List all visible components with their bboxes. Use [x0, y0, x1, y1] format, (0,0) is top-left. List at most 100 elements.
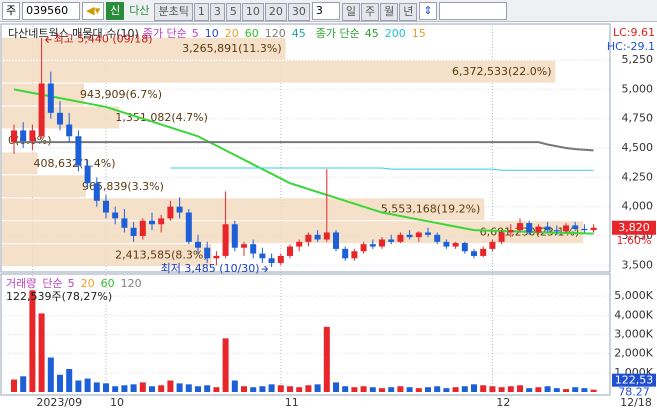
market[interactable]: 주	[2, 1, 21, 20]
candle-body	[241, 244, 247, 248]
legend-item: 120	[121, 277, 142, 290]
volume-bar	[268, 384, 275, 392]
volume-bar	[553, 388, 560, 392]
volume-bar	[498, 387, 505, 392]
x-tick-label: 11	[285, 396, 299, 409]
tab[interactable]: 10	[241, 2, 264, 21]
volume-bar	[342, 386, 349, 392]
profile-bar	[2, 60, 556, 83]
volume-bar	[379, 388, 385, 392]
tab[interactable]: 분초틱	[154, 2, 193, 21]
candle-body	[489, 241, 496, 249]
candle-body	[38, 83, 45, 137]
volume-bar	[305, 385, 312, 392]
candle-body	[314, 234, 321, 240]
candle-body	[167, 206, 174, 219]
period[interactable]: 주	[360, 2, 380, 21]
candle-body	[333, 232, 339, 249]
legend-item: 120	[265, 27, 286, 40]
candle-body	[351, 251, 358, 259]
x-tick-label: 12/18	[620, 396, 652, 409]
candle-body	[11, 130, 17, 143]
candle-body	[287, 246, 293, 256]
candle-body	[231, 224, 238, 248]
legend-label: 종가 단순	[316, 27, 360, 40]
volume-bar	[434, 386, 441, 392]
legend-item: 5	[192, 27, 199, 40]
candle-body	[29, 130, 36, 141]
high-arrow	[45, 36, 52, 44]
x-tick-label: 2023/09	[36, 396, 82, 409]
volume-bar	[29, 290, 36, 392]
candle-body	[222, 224, 229, 256]
code[interactable]: 039560	[22, 1, 81, 20]
legend-item: 5	[68, 277, 75, 290]
volume-bar	[93, 382, 100, 392]
legend-item: 60	[245, 27, 259, 40]
volume-bar	[480, 385, 487, 392]
period[interactable]: 월	[380, 2, 399, 21]
candle-body	[342, 248, 349, 259]
volume-bar	[139, 382, 146, 392]
tab[interactable]: 5	[225, 2, 241, 21]
chart-title: 다산네트웍스 매물대 수(10)	[8, 27, 139, 40]
candle-body	[360, 244, 367, 252]
volume-bar	[84, 378, 91, 392]
candle-body	[461, 243, 468, 252]
volume-bar	[443, 388, 450, 392]
badge[interactable]: 신	[106, 1, 125, 20]
side-label: HC:-29.1	[607, 40, 655, 53]
candle-body	[268, 258, 275, 263]
volume-bar	[287, 386, 293, 392]
volume-bar	[406, 387, 413, 392]
candle-body	[130, 227, 137, 236]
profile-bar	[2, 152, 38, 175]
volume-bar	[544, 386, 551, 392]
candle-body	[434, 234, 441, 242]
stock-name: 다산	[129, 3, 150, 17]
volume-bar	[507, 386, 514, 392]
toggle[interactable]: ⇕	[419, 1, 437, 20]
volume-box	[612, 373, 656, 387]
volume-bar	[213, 387, 220, 392]
candle-body	[66, 124, 73, 137]
volume-bar	[259, 386, 266, 392]
y-tick-label: 4,500	[622, 141, 654, 154]
candle-body	[296, 241, 303, 247]
candle-body	[204, 247, 211, 259]
tab[interactable]: 3	[209, 2, 225, 21]
profile-label: 965,839(3.3%)	[82, 180, 164, 193]
volume-bar	[452, 387, 459, 392]
candle-body	[112, 212, 119, 219]
y-tick-label: 4,750	[622, 112, 654, 125]
period[interactable]: 년	[399, 2, 418, 21]
volume-bar	[461, 386, 468, 392]
legend-label: 종가 단순	[143, 27, 187, 40]
volume-bar	[425, 387, 431, 392]
candle-body	[20, 130, 27, 141]
volume-bar	[535, 387, 542, 392]
profile-bar	[2, 198, 485, 221]
tab[interactable]: 20	[264, 2, 287, 21]
sound[interactable]: ◀▾	[82, 1, 105, 20]
tab[interactable]: 1	[193, 2, 209, 21]
volume-bar	[222, 338, 229, 392]
tab[interactable]: 30	[287, 2, 310, 21]
ma-line	[14, 141, 594, 152]
volume-bar	[415, 388, 422, 392]
candle-body	[250, 244, 257, 254]
volume-bar	[57, 374, 63, 392]
volume-bar	[471, 384, 477, 392]
count[interactable]: 3	[311, 1, 340, 20]
volume-bar	[526, 388, 533, 392]
candle-body	[305, 234, 312, 242]
chart: 3,5003,7504,0004,2504,5004,7505,0005,250…	[0, 23, 656, 409]
period[interactable]: 일	[341, 2, 360, 21]
x-tick-label: 12	[496, 396, 510, 409]
volume-bar	[66, 369, 73, 392]
volume-last: 122,539주(78,27%)	[6, 290, 112, 303]
blank[interactable]	[438, 1, 507, 20]
legend-item: 45	[292, 27, 306, 40]
